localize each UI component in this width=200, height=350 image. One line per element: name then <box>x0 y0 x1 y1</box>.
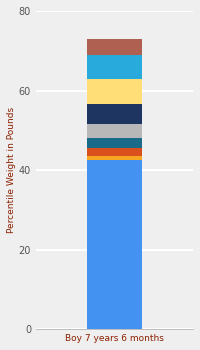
Bar <box>87 160 142 329</box>
Bar <box>87 138 142 148</box>
Bar <box>87 124 142 138</box>
Bar <box>87 78 142 104</box>
Bar <box>87 55 142 78</box>
Bar <box>87 148 142 156</box>
Y-axis label: Percentile Weight in Pounds: Percentile Weight in Pounds <box>7 107 16 233</box>
Bar <box>87 156 142 160</box>
Bar <box>87 104 142 124</box>
Bar <box>87 39 142 55</box>
